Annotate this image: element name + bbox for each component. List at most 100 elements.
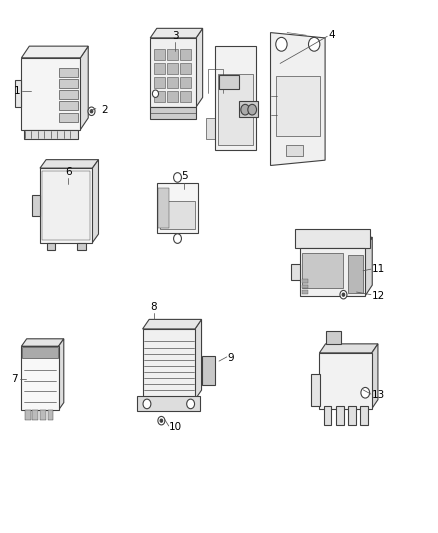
Bar [143,329,195,400]
Circle shape [88,107,95,116]
Polygon shape [372,344,378,409]
Bar [360,406,367,425]
Text: 11: 11 [372,264,385,274]
Text: 6: 6 [65,167,72,177]
Bar [167,63,178,74]
Polygon shape [365,237,372,296]
Circle shape [158,416,165,425]
Circle shape [90,110,93,113]
Bar [160,201,195,229]
Text: 1: 1 [14,86,20,96]
Bar [215,46,256,150]
Text: 5: 5 [181,172,187,181]
Circle shape [361,387,370,398]
Text: 2: 2 [101,104,108,115]
Bar [32,195,40,216]
Bar [348,255,363,293]
Bar [59,79,78,88]
Circle shape [152,90,159,98]
Text: 12: 12 [372,290,385,301]
Circle shape [160,419,162,422]
Bar [59,112,78,122]
Bar [25,410,31,419]
Polygon shape [300,237,372,248]
Bar [21,58,81,130]
Bar [154,49,165,60]
Text: 3: 3 [172,30,179,41]
Bar [154,63,165,74]
Bar [319,353,372,409]
Bar [239,101,258,117]
Bar [167,49,178,60]
Polygon shape [81,46,88,130]
Bar [157,183,198,233]
Bar [42,171,90,240]
Bar [300,248,365,296]
Bar [59,101,78,110]
Circle shape [173,234,181,244]
Polygon shape [195,319,201,400]
Bar [218,74,253,146]
Bar [40,168,92,243]
Bar [158,188,169,228]
Bar [15,80,21,107]
Bar [326,330,341,344]
Bar [59,90,78,99]
Bar [302,253,343,288]
Bar [336,406,343,425]
Text: 4: 4 [328,30,335,41]
Bar [150,107,196,119]
Bar [180,49,191,60]
Bar [201,356,215,385]
Bar [77,243,86,250]
Circle shape [340,290,347,299]
Circle shape [342,293,345,296]
Bar [22,348,58,358]
Bar [154,77,165,88]
Bar [180,91,191,102]
Bar [348,406,356,425]
Bar [301,290,308,294]
Bar [167,91,178,102]
Bar [311,374,320,406]
Bar [180,63,191,74]
Circle shape [173,173,181,182]
Polygon shape [92,160,99,243]
Bar [40,410,46,419]
Bar [46,243,55,250]
Text: 13: 13 [372,390,385,400]
Circle shape [276,37,287,51]
Bar [324,406,332,425]
Bar [47,410,53,419]
Bar [21,346,59,410]
Text: 9: 9 [228,353,234,363]
Bar [167,77,178,88]
Circle shape [143,399,151,409]
Bar [24,130,78,139]
Polygon shape [196,28,203,107]
Bar [59,68,78,77]
Text: 8: 8 [150,302,157,312]
Bar [150,38,196,107]
Bar [32,410,38,419]
Bar [295,229,370,248]
Circle shape [248,104,257,115]
Bar [291,264,300,280]
Bar [301,285,308,288]
Polygon shape [21,46,88,58]
Bar [301,279,308,283]
Polygon shape [150,28,203,38]
Bar [154,91,165,102]
Polygon shape [143,319,201,329]
Circle shape [241,104,250,115]
Circle shape [308,37,320,51]
Polygon shape [271,33,325,165]
Bar [219,75,239,90]
Bar [286,146,303,156]
Polygon shape [59,339,64,410]
Text: 7: 7 [11,374,18,384]
Polygon shape [319,344,378,353]
Polygon shape [206,118,215,139]
Polygon shape [21,339,64,346]
Bar [138,397,200,411]
